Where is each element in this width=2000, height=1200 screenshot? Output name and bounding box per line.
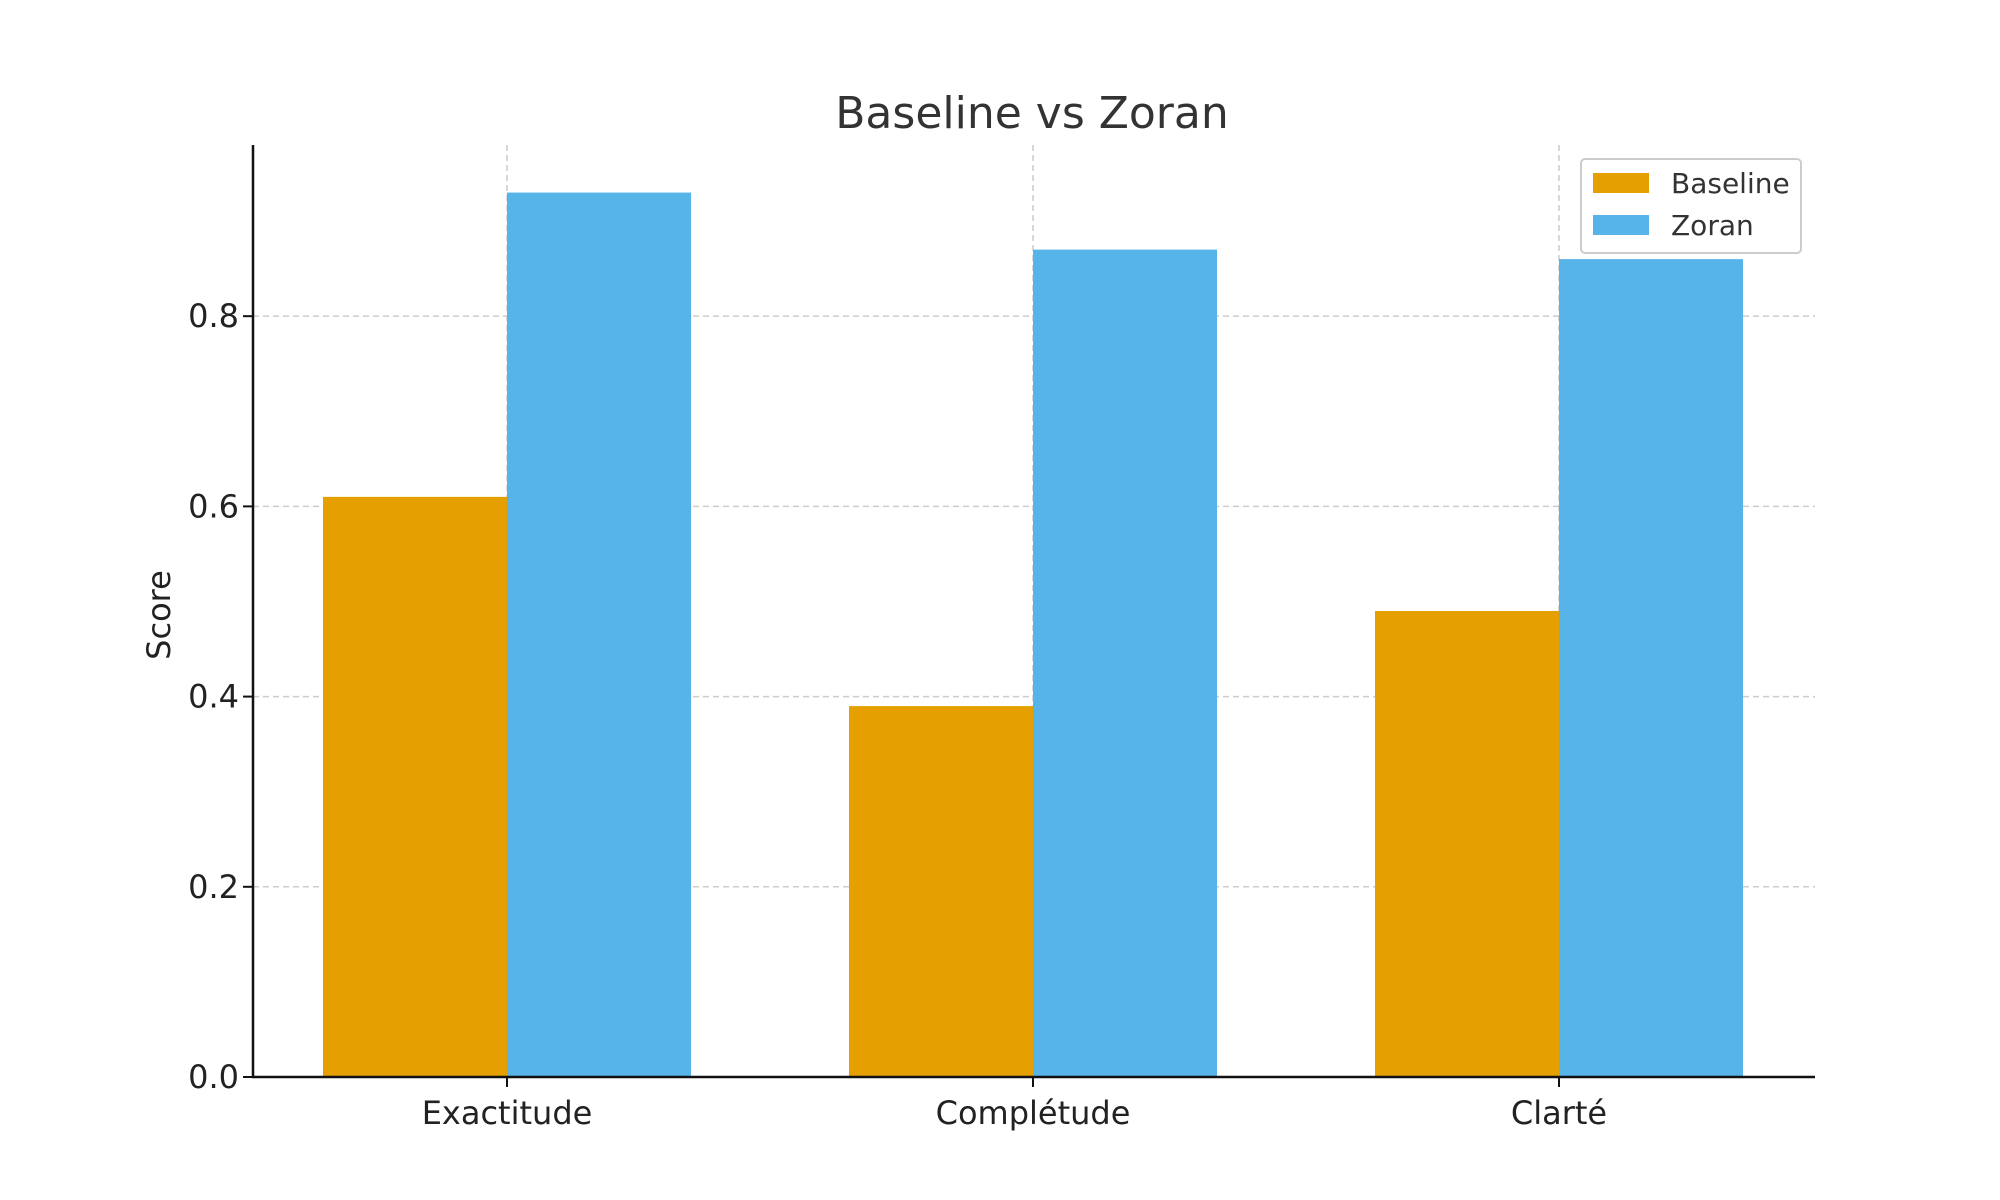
chart-title: Baseline vs Zoran (835, 88, 1229, 139)
y-tick-label: 0.2 (188, 868, 239, 906)
bars (323, 192, 1743, 1077)
bar-baseline-1 (849, 706, 1033, 1077)
bar-baseline-0 (323, 496, 507, 1077)
legend-swatch-baseline (1593, 173, 1649, 193)
bar-baseline-2 (1375, 611, 1559, 1077)
y-tick-label: 0.6 (188, 487, 239, 525)
x-tick-label: Exactitude (422, 1094, 593, 1132)
y-tick-label: 0.4 (188, 678, 239, 716)
legend: Baseline Zoran (1580, 158, 1802, 254)
bar-zoran-2 (1559, 259, 1743, 1077)
x-ticks: Exactitude Complétude Clarté (422, 1077, 1607, 1132)
y-tick-label: 0.8 (188, 297, 239, 335)
y-axis-label: Score (140, 570, 178, 660)
bar-zoran-1 (1033, 249, 1217, 1077)
x-tick-label: Clarté (1511, 1094, 1607, 1132)
x-tick-label: Complétude (936, 1094, 1131, 1132)
y-tick-label: 0.0 (188, 1058, 239, 1096)
legend-items: Baseline Zoran (1593, 167, 1790, 242)
legend-label-zoran: Zoran (1671, 209, 1754, 242)
y-ticks: 0.0 0.2 0.4 0.6 0.8 (188, 297, 253, 1096)
legend-label-baseline: Baseline (1671, 167, 1790, 200)
bar-zoran-0 (507, 192, 691, 1077)
legend-swatch-zoran (1593, 215, 1649, 235)
